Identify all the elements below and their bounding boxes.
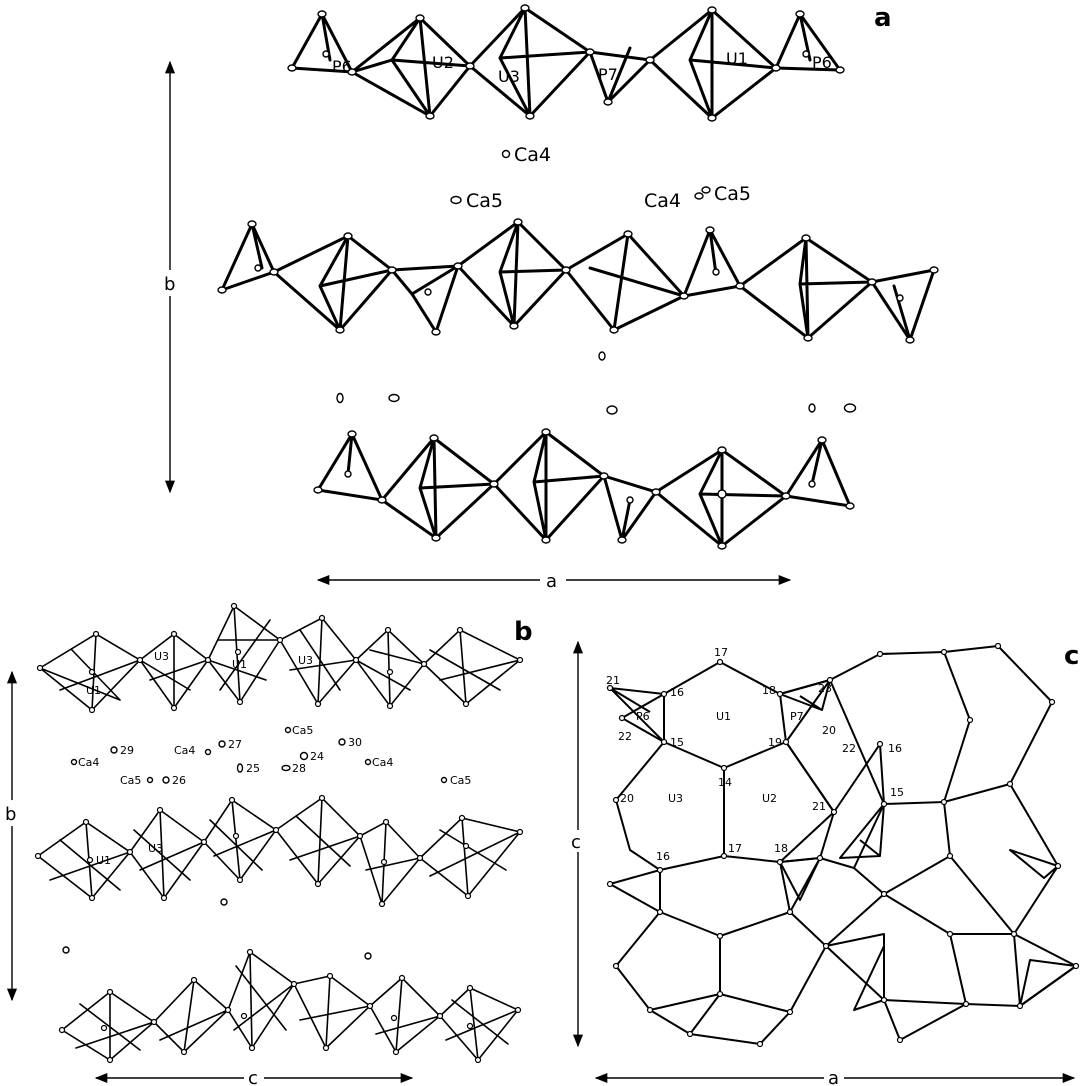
label-b-u3-a: U3 [154,650,169,663]
panel-c-vertical-axis-label: c [571,832,581,853]
panel-b-vertical-axis-label: b [5,804,16,825]
label-ca5-left: Ca5 [466,190,503,212]
label-u2: U2 [432,53,454,72]
interlayer-atom [808,403,816,413]
panel-a-horizontal-axis-label: a [546,571,557,592]
label-b-o27: 27 [228,738,242,751]
label-c-17b: 17 [728,842,742,855]
label-c-u2: U2 [762,792,777,805]
panel-a-vertical-axis-label: b [164,274,175,295]
label-p6-right: P6 [812,53,832,72]
label-b-ca5-c: Ca5 [450,774,471,787]
interlayer-atom [843,403,857,413]
label-b-u1-b: U1 [232,658,247,671]
label-b-o30: 30 [348,736,362,749]
label-c-16b: 16 [888,742,902,755]
label-b-u1-c: U1 [96,854,111,867]
panel-a-top-layer [287,4,845,122]
label-c-p6: P6 [636,710,650,723]
panel-c-letter: c [1064,641,1079,671]
label-b-ca4-a: Ca4 [78,756,99,769]
label-c-16a: 16 [670,686,684,699]
panel-c-network [606,642,1080,1048]
label-c-15a: 15 [670,736,684,749]
label-c-20a: 20 [822,724,836,737]
ca4-atom-right [694,192,704,200]
label-b-ca5-b: Ca5 [120,774,141,787]
label-p7: P7 [598,65,618,84]
label-c-21: 21 [606,674,620,687]
panel-b-interlayer-atoms [70,726,448,784]
label-c-23: 23 [818,682,832,695]
interlayer-atom [388,393,400,403]
label-c-15b: 15 [890,786,904,799]
label-p6-left: P6 [332,57,352,76]
interlayer-atom [62,946,70,954]
panel-b-letter: b [514,617,533,647]
panel-a-middle-layer [217,218,939,344]
panel-b: b b c U1 U3 U1 [2,602,533,1086]
label-b-o29: 29 [120,744,134,757]
label-c-21b: 21 [812,800,826,813]
label-u3: U3 [498,67,520,86]
panel-a: a b a P6 U2 U3 P7 U1 [160,3,939,592]
label-b-o26: 26 [172,774,186,787]
panel-c: c c a [568,640,1080,1086]
panel-b-horizontal-axis-label: c [248,1068,258,1086]
label-b-u3-c: U3 [148,842,163,855]
label-c-14: 14 [718,776,732,789]
label-c-19: 19 [768,736,782,749]
interlayer-atom [336,392,344,404]
label-c-22a: 22 [618,730,632,743]
interlayer-atom [598,351,606,361]
panel-b-bottom-layer [58,948,522,1064]
panel-a-letter: a [874,3,892,33]
panel-c-horizontal-axis-label: a [828,1068,839,1086]
label-b-ca5-a: Ca5 [292,724,313,737]
label-c-18a: 18 [762,684,776,697]
label-c-p7: P7 [790,710,804,723]
panel-b-middle-layer [34,794,524,908]
label-b-u1-a: U1 [86,684,101,697]
label-b-u3-b: U3 [298,654,313,667]
label-c-17a: 17 [714,646,728,659]
label-b-o28: 28 [292,762,306,775]
label-b-ca4-b: Ca4 [174,744,195,757]
ca4-atom-top [501,149,511,159]
label-u1: U1 [726,49,748,68]
label-b-ca4-c: Ca4 [372,756,393,769]
label-b-o25: 25 [246,762,260,775]
label-c-16c: 16 [656,850,670,863]
label-ca4-top: Ca4 [514,144,551,166]
ca5-atom-right [701,186,711,194]
interlayer-atom [364,952,372,960]
label-c-u1: U1 [716,710,731,723]
label-c-u3: U3 [668,792,683,805]
label-ca4-right: Ca4 [644,190,681,212]
label-c-22b: 22 [842,742,856,755]
interlayer-atom [220,898,228,906]
label-ca5-right: Ca5 [714,183,751,205]
panel-b-top-layer [36,602,524,714]
interlayer-atom [606,405,618,415]
ca5-atom-left [450,195,462,205]
label-b-o24: 24 [310,750,324,763]
panel-a-bottom-layer [313,428,855,550]
label-c-20b: 20 [620,792,634,805]
label-c-18b: 18 [774,842,788,855]
